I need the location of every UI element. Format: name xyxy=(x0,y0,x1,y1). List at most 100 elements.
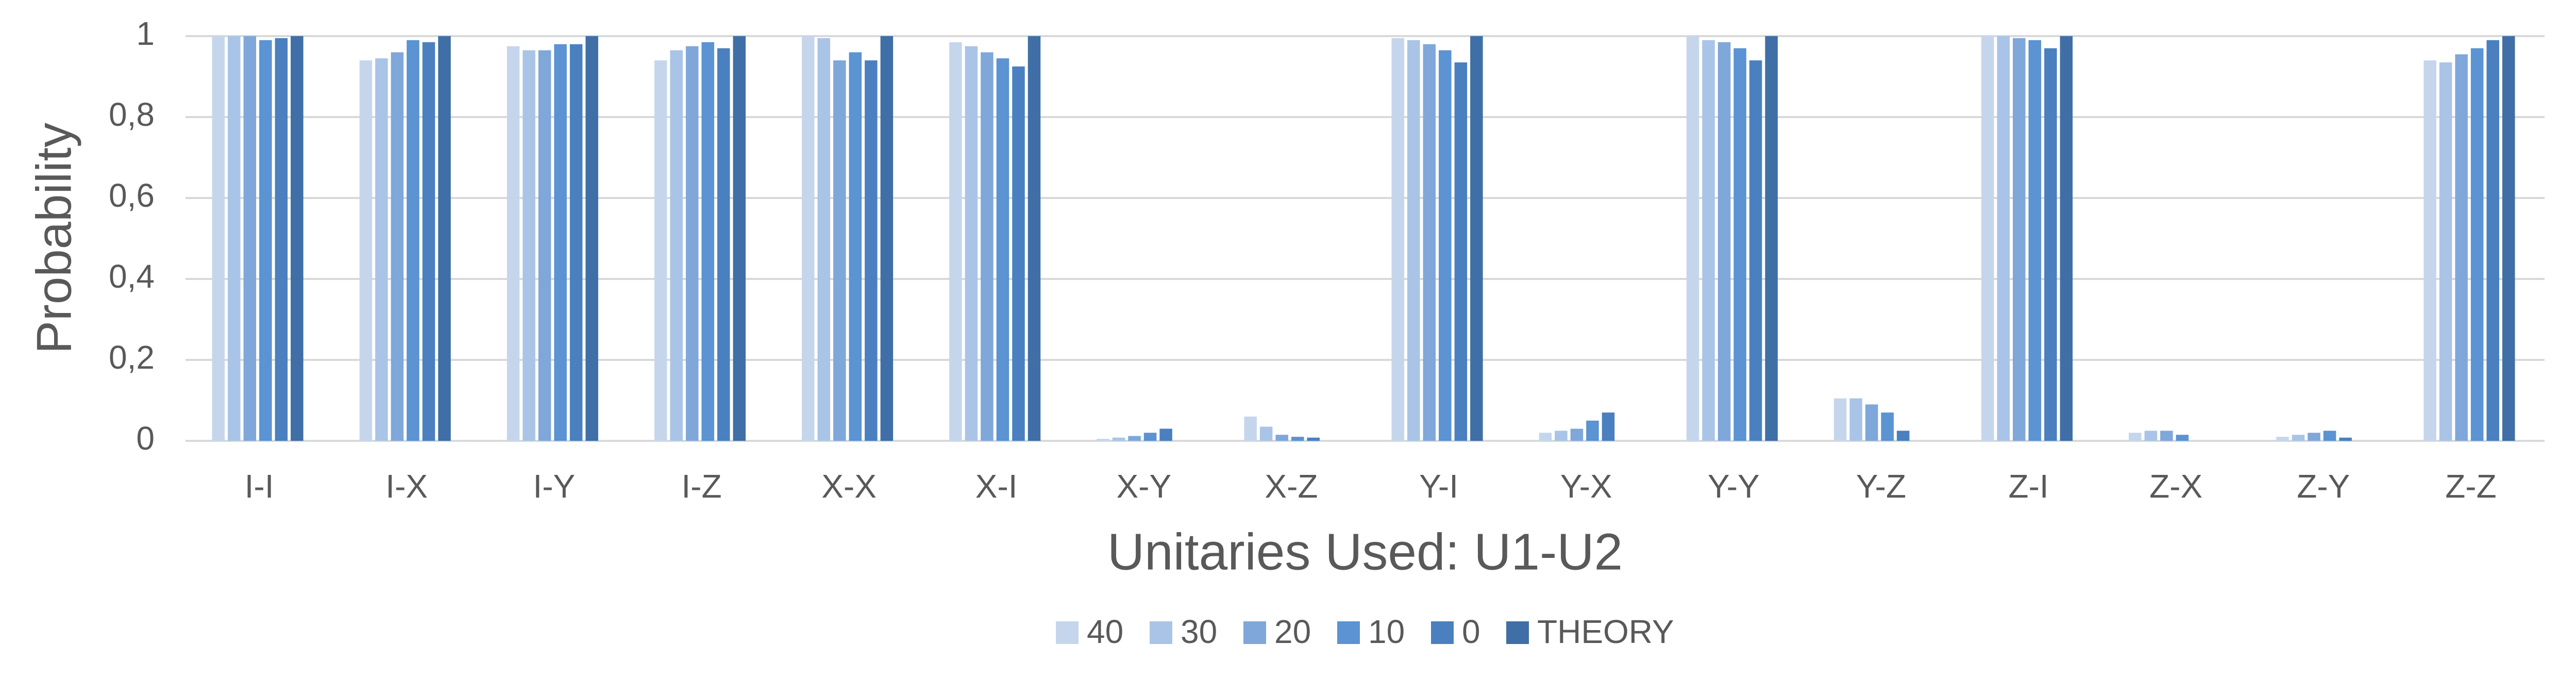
bar xyxy=(849,52,862,441)
bar xyxy=(865,60,878,441)
y-tick-label: 0,6 xyxy=(109,177,155,214)
bar xyxy=(291,36,304,441)
bar xyxy=(1718,42,1731,441)
y-tick-label: 1 xyxy=(136,15,155,52)
bar xyxy=(1423,44,1436,441)
bar xyxy=(2439,62,2452,441)
x-tick-label: X-X xyxy=(821,468,877,505)
legend-swatch xyxy=(1337,621,1360,644)
bar xyxy=(1586,420,1599,441)
bar xyxy=(359,60,373,441)
legend-swatch xyxy=(1431,621,1454,644)
bar xyxy=(880,36,894,441)
bar xyxy=(391,52,404,441)
bar xyxy=(1896,431,1910,441)
legend-label: THEORY xyxy=(1537,613,1674,650)
bar xyxy=(1849,398,1862,441)
bar xyxy=(1702,40,1715,441)
bar xyxy=(1833,398,1847,441)
x-tick-label: Y-Y xyxy=(1708,468,1760,505)
bar xyxy=(2044,48,2057,441)
legend-swatch xyxy=(1506,621,1529,644)
bar xyxy=(2470,48,2484,441)
bar xyxy=(243,36,257,441)
x-tick-label: Z-Z xyxy=(2445,468,2497,505)
bar xyxy=(1555,431,1568,441)
bar xyxy=(1291,437,1304,441)
x-tick-label: Y-I xyxy=(1419,468,1458,505)
legend-label: 40 xyxy=(1087,613,1123,650)
bar xyxy=(554,44,567,441)
x-tick-label: Y-X xyxy=(1560,468,1612,505)
x-tick-label: Y-Z xyxy=(1856,468,1906,505)
bar xyxy=(212,36,225,441)
bar xyxy=(259,40,272,441)
x-tick-label: X-Z xyxy=(1265,468,1318,505)
bar xyxy=(1470,36,1483,441)
bar xyxy=(1749,60,1762,441)
bar xyxy=(833,60,846,441)
bar xyxy=(1012,66,1025,441)
bar xyxy=(569,44,583,441)
legend-label: 0 xyxy=(1462,613,1480,650)
bar xyxy=(2028,40,2042,441)
bar xyxy=(1244,416,1257,441)
bar xyxy=(2013,38,2026,441)
bar xyxy=(407,40,419,441)
bar xyxy=(670,50,683,441)
bar xyxy=(1981,36,1994,441)
bar xyxy=(1259,426,1273,441)
bar xyxy=(2339,437,2352,441)
bar xyxy=(438,36,451,441)
bar xyxy=(538,50,551,441)
bar xyxy=(1159,428,1172,441)
bar xyxy=(981,52,994,441)
bar xyxy=(1454,62,1468,441)
bar xyxy=(375,58,388,441)
bar xyxy=(817,38,831,441)
y-tick-label: 0,4 xyxy=(109,258,155,295)
bar xyxy=(1602,412,1615,441)
bar xyxy=(2144,431,2158,441)
x-tick-label: I-Y xyxy=(533,468,575,505)
bar xyxy=(2129,433,2142,441)
bar xyxy=(1765,36,1778,441)
bar xyxy=(685,46,699,441)
x-tick-label: I-X xyxy=(385,468,428,505)
bar xyxy=(1733,48,1746,441)
bar xyxy=(1570,428,1584,441)
bar xyxy=(2276,437,2289,441)
bar xyxy=(1881,412,1894,441)
bar xyxy=(275,38,288,441)
bar xyxy=(654,60,667,441)
legend-label: 10 xyxy=(1368,613,1405,650)
y-tick-label: 0 xyxy=(136,420,155,457)
bar xyxy=(2160,431,2173,441)
bar xyxy=(1391,38,1405,441)
legend-label: 30 xyxy=(1181,613,1217,650)
bar xyxy=(1865,404,1878,441)
bar xyxy=(717,48,730,441)
bar xyxy=(507,46,520,441)
x-tick-label: Z-I xyxy=(2008,468,2048,505)
bar xyxy=(2455,54,2468,441)
bar xyxy=(1097,439,1109,441)
bar xyxy=(1539,433,1552,441)
x-tick-label: I-I xyxy=(245,468,274,505)
bar xyxy=(1143,433,1157,441)
bar xyxy=(422,42,435,441)
bar xyxy=(1128,436,1141,441)
y-tick-label: 0,2 xyxy=(109,339,155,376)
bar xyxy=(949,42,962,441)
x-tick-label: Z-X xyxy=(2149,468,2202,505)
bar xyxy=(585,36,598,441)
bar xyxy=(1112,437,1125,441)
x-axis-title: Unitaries Used: U1-U2 xyxy=(1107,523,1623,581)
bar xyxy=(2292,435,2305,441)
bar xyxy=(965,46,978,441)
y-tick-label: 0,8 xyxy=(109,96,155,133)
legend-swatch xyxy=(1243,621,1266,644)
bar xyxy=(802,36,815,441)
x-tick-label: Z-Y xyxy=(2297,468,2350,505)
